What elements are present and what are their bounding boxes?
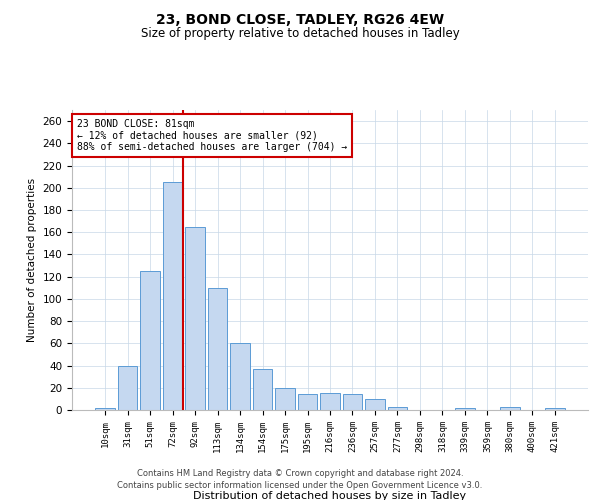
Text: Contains HM Land Registry data © Crown copyright and database right 2024.: Contains HM Land Registry data © Crown c… xyxy=(137,468,463,477)
Bar xyxy=(163,182,182,410)
Y-axis label: Number of detached properties: Number of detached properties xyxy=(27,178,37,342)
Text: Contains public sector information licensed under the Open Government Licence v3: Contains public sector information licen… xyxy=(118,481,482,490)
Bar xyxy=(298,394,317,410)
Bar xyxy=(253,369,272,410)
Bar xyxy=(140,271,160,410)
Bar xyxy=(118,366,137,410)
Text: 23 BOND CLOSE: 81sqm
← 12% of detached houses are smaller (92)
88% of semi-detac: 23 BOND CLOSE: 81sqm ← 12% of detached h… xyxy=(77,119,347,152)
Text: 23, BOND CLOSE, TADLEY, RG26 4EW: 23, BOND CLOSE, TADLEY, RG26 4EW xyxy=(156,12,444,26)
Bar xyxy=(545,408,565,410)
Text: Size of property relative to detached houses in Tadley: Size of property relative to detached ho… xyxy=(140,28,460,40)
Bar xyxy=(185,226,205,410)
Bar xyxy=(365,399,385,410)
Bar xyxy=(208,288,227,410)
Bar xyxy=(320,394,340,410)
Bar xyxy=(455,408,475,410)
Bar xyxy=(230,344,250,410)
Bar xyxy=(343,394,362,410)
Bar xyxy=(95,408,115,410)
Bar xyxy=(275,388,295,410)
Bar xyxy=(388,406,407,410)
Bar xyxy=(500,406,520,410)
X-axis label: Distribution of detached houses by size in Tadley: Distribution of detached houses by size … xyxy=(193,491,467,500)
